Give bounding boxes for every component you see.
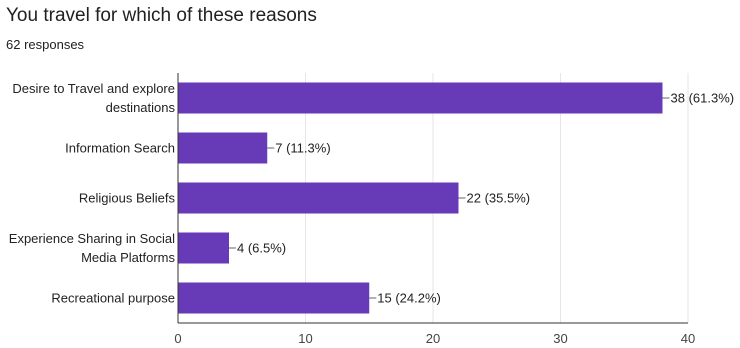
category-label-0-line-0: Desire to Travel and explore xyxy=(12,81,175,96)
data-label-0: 38 (61.3%) xyxy=(671,91,735,106)
data-label-2: 22 (35.5%) xyxy=(467,191,531,206)
bar-0 xyxy=(178,82,663,114)
data-label-3: 4 (6.5%) xyxy=(237,241,286,256)
x-tick-label-4: 40 xyxy=(681,331,695,346)
category-label-4: Recreational purpose xyxy=(51,291,175,306)
question-header: You travel for which of these reasons 62… xyxy=(6,4,317,54)
response-count: 62 responses xyxy=(6,37,85,52)
data-label-1: 7 (11.3%) xyxy=(275,141,330,156)
x-tick-label-1: 10 xyxy=(298,331,312,346)
category-label-2: Religious Beliefs xyxy=(79,191,176,206)
bar-4 xyxy=(178,282,370,314)
bar-2 xyxy=(178,182,459,214)
bar-3 xyxy=(178,232,229,264)
data-label-4: 15 (24.2%) xyxy=(377,291,441,306)
category-label-0-line-1: destinations xyxy=(106,100,176,115)
x-tick-label-2: 20 xyxy=(426,331,440,346)
x-tick-label-0: 0 xyxy=(174,331,181,346)
bar-1 xyxy=(178,132,268,164)
question-title: You travel for which of these reasons xyxy=(6,5,317,26)
x-tick-label-3: 30 xyxy=(553,331,567,346)
category-label-3-line-0: Experience Sharing in Social xyxy=(9,231,175,246)
category-label-1: Information Search xyxy=(65,141,175,156)
category-label-3-line-1: Media Platforms xyxy=(81,250,175,265)
